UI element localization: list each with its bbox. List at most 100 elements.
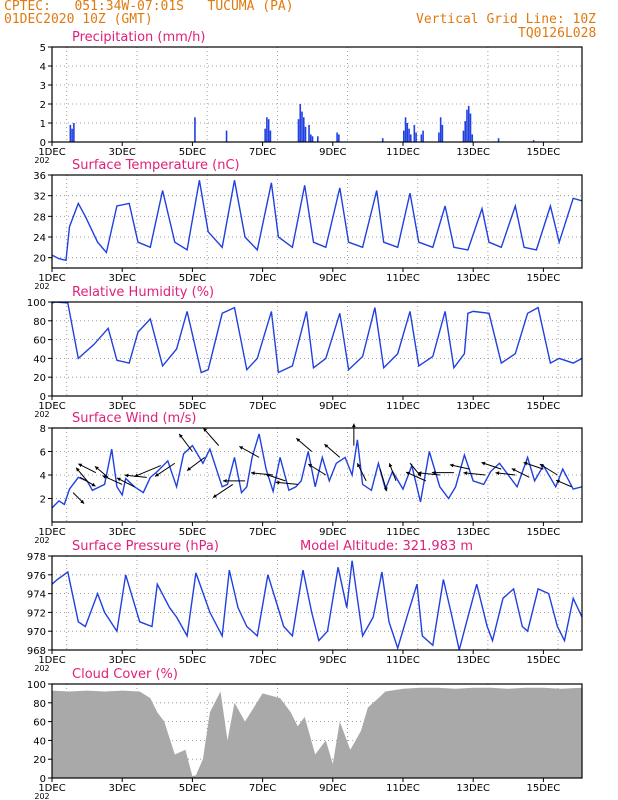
y-tick-label: 2 — [40, 100, 46, 111]
x-tick-label: 15DEC — [527, 783, 561, 794]
panel-title: Precipitation (mm/h) — [72, 30, 205, 45]
wind-arrow-head — [417, 471, 422, 476]
precip-bar — [69, 124, 72, 142]
precip-bar — [73, 123, 75, 142]
precip-bar — [308, 124, 310, 142]
precip-bar — [302, 117, 305, 142]
precip-bar — [267, 119, 270, 142]
precip-bar — [413, 124, 416, 142]
year-label: 202 — [34, 664, 49, 673]
y-tick-label: 974 — [27, 590, 46, 601]
x-tick-label: 1DEC — [38, 655, 65, 666]
series-line — [52, 302, 582, 374]
wind-arrow — [186, 456, 205, 471]
x-tick-label: 3DEC — [109, 147, 136, 158]
precip-bar — [338, 134, 340, 142]
x-tick-label: 5DEC — [179, 655, 206, 666]
precip-bar — [225, 130, 228, 142]
precip-bar — [317, 136, 319, 142]
y-tick-label: 80 — [33, 699, 46, 710]
y-tick-label: 968 — [27, 646, 46, 657]
wind-arrow-head — [351, 423, 356, 428]
wind-arrow — [251, 472, 274, 476]
y-tick-label: 2 — [40, 495, 46, 506]
panel-title: Cloud Cover (%) — [72, 667, 178, 682]
x-tick-label: 13DEC — [456, 655, 490, 666]
year-label: 202 — [34, 156, 49, 165]
x-tick-label: 3DEC — [109, 783, 136, 794]
x-tick-label: 3DEC — [109, 273, 136, 284]
x-tick-label: 1DEC — [38, 147, 65, 158]
precip-bar — [464, 121, 467, 142]
wind-arrow-head — [251, 471, 255, 476]
panel-frame — [51, 683, 583, 779]
wind-arrow-head — [383, 487, 388, 492]
year-label: 202 — [34, 282, 49, 291]
x-tick-label: 9DEC — [319, 655, 346, 666]
x-tick-label: 11DEC — [386, 527, 420, 538]
precip-bar — [410, 134, 412, 142]
wind-arrow-head — [388, 463, 393, 468]
y-tick-label: 40 — [33, 736, 46, 747]
year-label: 202 — [34, 536, 49, 545]
precip-bar — [408, 128, 410, 142]
x-tick-label: 5DEC — [179, 401, 206, 412]
panel-title: Surface Temperature (nC) — [72, 158, 240, 173]
x-tick-label: 13DEC — [456, 783, 490, 794]
x-tick-label: 5DEC — [179, 273, 206, 284]
x-tick-label: 11DEC — [386, 147, 420, 158]
y-tick-label: 20 — [33, 373, 46, 384]
header-station: CPTEC: 051:34W-07:01S TUCUMA (PA) — [4, 0, 294, 14]
header-datetime: 01DEC2020 10Z (GMT) — [4, 12, 153, 27]
panel-title: Surface Pressure (hPa) — [72, 539, 219, 554]
y-tick-label: 4 — [40, 62, 46, 73]
x-tick-label: 13DEC — [456, 273, 490, 284]
precip-bar — [466, 109, 468, 142]
y-tick-label: 4 — [40, 471, 46, 482]
y-tick-label: 24 — [33, 233, 46, 244]
y-tick-label: 32 — [33, 192, 46, 203]
x-tick-label: 7DEC — [249, 527, 276, 538]
y-tick-label: 60 — [33, 336, 46, 347]
wind-arrow-head — [134, 473, 139, 477]
precip-bar — [438, 132, 440, 142]
wind-arrow-head — [155, 472, 159, 477]
series-line — [52, 433, 582, 509]
x-tick-label: 9DEC — [319, 273, 346, 284]
precip-bar — [441, 124, 444, 142]
x-tick-label: 9DEC — [319, 783, 346, 794]
wind-arrow — [239, 445, 260, 458]
wind-arrow-head — [265, 473, 270, 478]
wind-arrow — [202, 427, 220, 446]
wind-arrow-head — [124, 473, 129, 478]
wind-arrow-head — [523, 461, 528, 466]
wind-arrow-head — [76, 467, 80, 472]
wind-arrow-head — [275, 480, 280, 485]
panel-title: Surface Wind (m/s) — [72, 411, 196, 426]
y-tick-label: 100 — [27, 680, 46, 691]
model-altitude-label: Model Altitude: 321.983 m — [300, 539, 473, 554]
wind-arrow-head — [179, 433, 183, 438]
x-tick-label: 15DEC — [527, 527, 561, 538]
y-tick-label: 0 — [40, 392, 46, 403]
wind-arrow — [212, 483, 234, 499]
wind-arrow-head — [187, 466, 191, 471]
wind-arrow-head — [463, 471, 468, 476]
wind-arrow-head — [324, 444, 329, 448]
x-tick-label: 3DEC — [109, 527, 136, 538]
x-tick-label: 7DEC — [249, 783, 276, 794]
precip-bar — [467, 105, 470, 142]
precip-bar — [311, 136, 314, 142]
x-tick-label: 15DEC — [527, 273, 561, 284]
wind-arrow-head — [203, 428, 208, 432]
y-tick-label: 3 — [40, 81, 46, 92]
y-tick-label: 0 — [40, 138, 46, 149]
wind-arrow — [405, 471, 427, 482]
series-line — [52, 560, 582, 650]
y-tick-label: 978 — [27, 552, 46, 563]
header-grid-note: Vertical Grid Line: 10Z — [416, 12, 597, 27]
x-tick-label: 1DEC — [38, 527, 65, 538]
y-tick-label: 5 — [40, 43, 46, 54]
precip-bar — [420, 134, 423, 142]
